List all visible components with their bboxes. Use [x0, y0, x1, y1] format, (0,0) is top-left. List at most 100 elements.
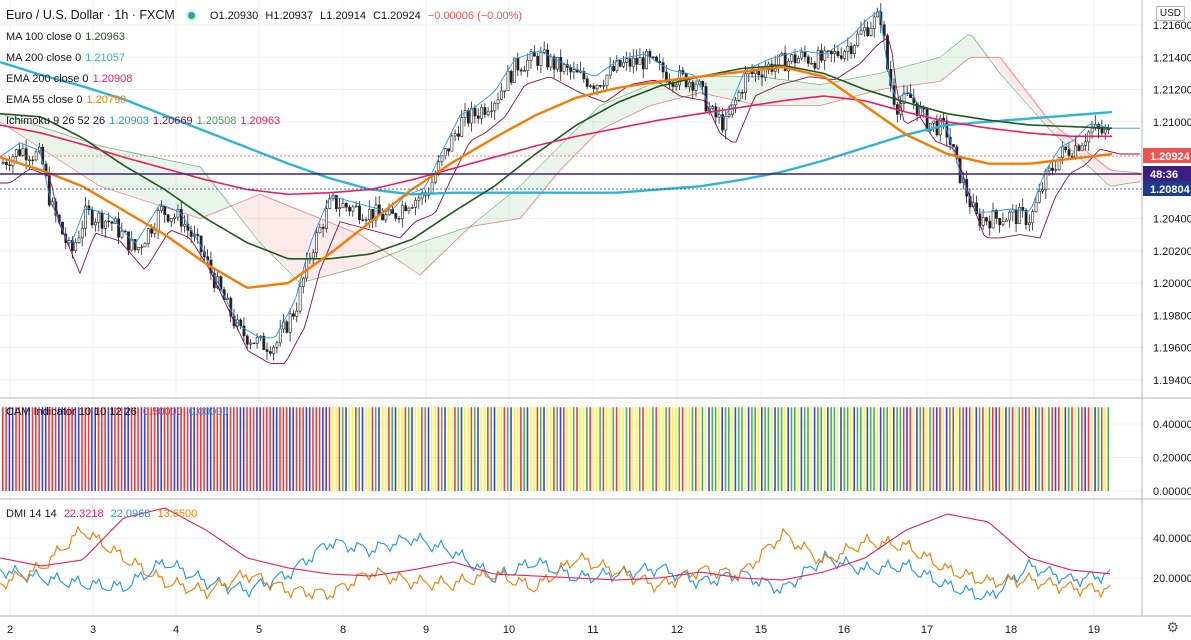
cam-bar [318, 407, 321, 491]
cam-bar [384, 407, 387, 491]
cam-bar [167, 407, 169, 491]
cam-bar [163, 407, 166, 491]
cam-legend[interactable]: CAM Indicator 10 10 12 26 0.50000 0.0000… [6, 406, 229, 418]
y-tick-label: 1.21400 [1153, 52, 1191, 64]
y-tick-label: 1.20000 [1153, 278, 1191, 290]
candle-body [100, 212, 104, 229]
candle-body [691, 81, 695, 91]
candle-body [853, 45, 856, 55]
cloud-segment [516, 189, 520, 220]
cam-bar [533, 407, 535, 491]
cam-bar [477, 407, 479, 491]
ema55-label: EMA 55 close 0 [6, 94, 83, 106]
cam-bar [757, 407, 760, 491]
cam-bar [572, 407, 575, 491]
cam-bar [1021, 407, 1024, 491]
cam-bar [648, 407, 651, 491]
cam-bar [513, 407, 516, 491]
cloud-segment [976, 41, 980, 58]
cloud-segment [896, 69, 900, 88]
ma100-value: 1.20963 [85, 31, 125, 43]
cam-bar [454, 407, 456, 491]
cloud-segment [996, 57, 1000, 69]
candle-body [183, 223, 187, 227]
candle-body [559, 57, 563, 72]
cloud-segment [560, 145, 564, 171]
cam-bar [226, 407, 228, 491]
cloud-segment [720, 76, 724, 98]
cam-bar [665, 407, 667, 491]
candle-body [1100, 128, 1104, 134]
cam-bar [695, 407, 697, 491]
cam-bar [751, 407, 753, 491]
currency-button[interactable]: USD [1155, 6, 1185, 21]
legend-ema200[interactable]: EMA 200 close 0 1.20908 [6, 69, 522, 90]
candle-body [859, 30, 863, 35]
legend-ema55[interactable]: EMA 55 close 0 1.20799 [6, 90, 522, 111]
legend-ma100[interactable]: MA 100 close 0 1.20963 [6, 27, 522, 48]
ma-line [0, 64, 1113, 260]
legend-ichimoku[interactable]: Ichimoku 9 26 52 26 1.20903 1.20669 1.20508… [6, 111, 522, 132]
cam-bar [130, 407, 133, 491]
cam-bar [523, 407, 525, 491]
last-price-badge-bg [1143, 148, 1191, 163]
x-tick-label: 8 [340, 624, 346, 636]
candle-body [598, 85, 602, 87]
cloud-segment [1048, 119, 1052, 128]
cam-bar [770, 407, 773, 491]
cloud-segment [608, 102, 612, 126]
cloud-segment [212, 182, 216, 214]
line-price-badge: 1.20804 [1150, 184, 1191, 196]
dmi-legend[interactable]: DMI 14 14 22.3218 22.0968 13.6500 [6, 508, 197, 520]
cloud-segment [272, 199, 276, 255]
legend-ma200[interactable]: MA 200 close 0 1.21057 [6, 48, 522, 69]
candle-body [1011, 209, 1015, 213]
cloud-segment [688, 78, 692, 96]
cloud-segment [1092, 155, 1096, 170]
cloud-segment [368, 240, 372, 264]
cam-bar [127, 407, 129, 491]
cloud-segment [732, 76, 736, 100]
symbol-title[interactable]: Euro / U.S. Dollar · 1h · FXCM [6, 8, 175, 22]
ma-line [0, 60, 1113, 196]
cloud-segment [416, 244, 420, 273]
candle-body [179, 209, 183, 227]
cam-value-2: 0.00000 [188, 406, 229, 418]
candle-body [862, 27, 866, 32]
settings-gear-icon[interactable]: ⚙ [1166, 619, 1179, 635]
cam-bar [335, 407, 337, 491]
ichimoku-value-1: 1.20903 [109, 115, 149, 127]
cam-bar [985, 407, 987, 491]
cam-bar [728, 407, 730, 491]
x-tick-label: 3 [90, 624, 96, 636]
cam-bar [308, 407, 311, 491]
candle-body [301, 277, 305, 287]
cam-bar [866, 407, 869, 491]
cloud-segment [236, 204, 240, 213]
cloud-segment [264, 195, 268, 247]
candle-body [133, 239, 137, 251]
cloud-segment [588, 117, 592, 142]
cam-bar [678, 407, 681, 491]
cam-bar [351, 407, 354, 491]
cloud-segment [440, 236, 444, 256]
candle-body [381, 213, 385, 221]
cloud-segment [552, 154, 556, 180]
candle-body [998, 218, 1002, 226]
candle-body [94, 221, 97, 226]
dmi-plus-value: 22.3218 [63, 508, 104, 520]
ichimoku-value-4: 1.20963 [240, 115, 281, 127]
candle-body [170, 218, 173, 222]
cam-bar [978, 407, 981, 491]
cam-tick-label: 0.40000 [1153, 419, 1191, 431]
cloud-segment [284, 204, 288, 267]
candle-body [994, 210, 998, 219]
cam-bar [84, 407, 87, 491]
candle-body [757, 70, 761, 76]
cloud-segment [636, 90, 640, 113]
ichimoku-conversion-line [0, 9, 1140, 339]
cloud-segment [112, 148, 116, 191]
ichimoku-label: Ichimoku 9 26 52 26 [6, 115, 106, 127]
cloud-segment [76, 138, 80, 171]
